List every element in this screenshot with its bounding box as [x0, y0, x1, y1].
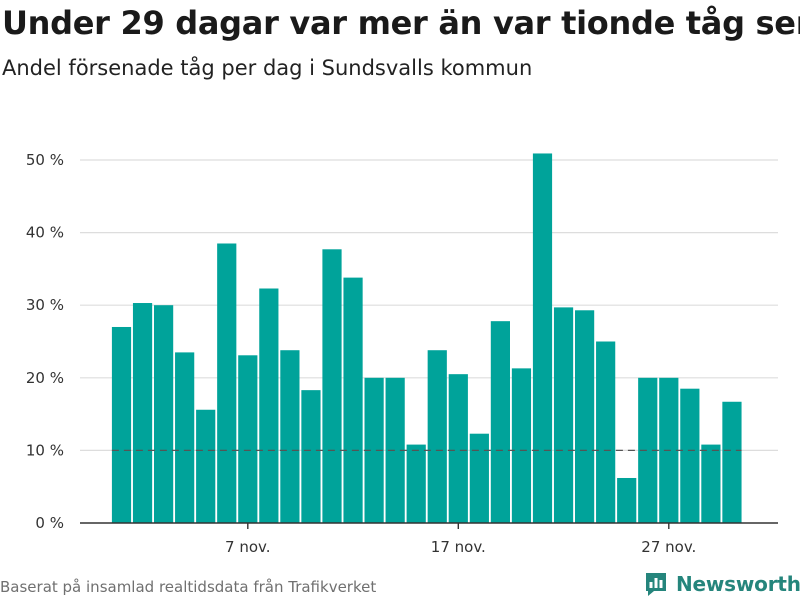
- newsworthy-logo: Newsworthy: [644, 570, 800, 598]
- x-tick-label: 27 nov.: [641, 538, 696, 556]
- bar: [280, 350, 300, 523]
- x-tick-label: 17 nov.: [431, 538, 486, 556]
- bar: [196, 409, 216, 523]
- bar: [132, 303, 153, 523]
- bar: [490, 321, 510, 523]
- bar: [154, 305, 174, 523]
- source-note: Baserat på insamlad realtidsdata från Tr…: [0, 578, 377, 596]
- bar: [596, 341, 616, 523]
- bar: [343, 277, 363, 523]
- bar: [680, 388, 700, 523]
- y-tick-label: 20 %: [26, 369, 64, 387]
- bar: [469, 433, 489, 523]
- bar: [406, 444, 426, 523]
- bar: [322, 249, 342, 523]
- bar: [217, 243, 237, 524]
- bar: [301, 390, 321, 523]
- y-tick-label: 30 %: [26, 296, 64, 314]
- chart-title: Under 29 dagar var mer än var tionde tåg…: [2, 4, 800, 42]
- brand-name: Newsworthy: [676, 572, 800, 596]
- y-tick-label: 10 %: [26, 441, 64, 459]
- y-tick-label: 0 %: [35, 514, 64, 532]
- y-tick-label: 50 %: [26, 151, 64, 169]
- bar: [722, 401, 742, 523]
- bar: [553, 307, 574, 523]
- bar: [701, 444, 721, 523]
- chart-subtitle: Andel försenade tåg per dag i Sundsvalls…: [2, 56, 533, 80]
- bar: [259, 288, 279, 523]
- bar: [427, 350, 447, 523]
- bar: [385, 377, 405, 523]
- bar: [617, 477, 637, 523]
- bars: [111, 153, 742, 524]
- bar: [575, 310, 595, 523]
- bar: [238, 355, 258, 523]
- newsworthy-chart-icon: [646, 573, 666, 596]
- bar: [532, 153, 553, 523]
- y-tick-label: 40 %: [26, 224, 64, 242]
- bar: [175, 352, 195, 523]
- x-tick-label: 7 nov.: [225, 538, 270, 556]
- bar: [111, 326, 132, 523]
- bar: [511, 368, 532, 523]
- bar: [448, 374, 468, 523]
- bar: [638, 377, 658, 523]
- axes: 0 % 10 % 20 % 30 % 40 % 50 % 7 nov. 17 nov. 27 n…: [26, 151, 778, 556]
- bar: [364, 377, 384, 523]
